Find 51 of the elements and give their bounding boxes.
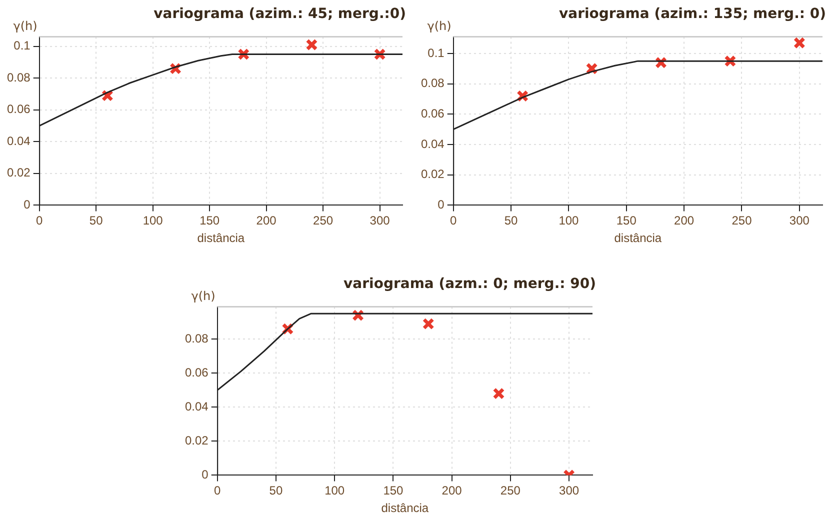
x-tick-label: 100: [324, 484, 345, 498]
chart-title: variograma (azim.: 135; merg.: 0): [559, 6, 826, 22]
y-tick-label: 0.06: [184, 365, 209, 380]
y-tick-label: 0.04: [420, 136, 445, 151]
x-tick-label: 150: [200, 214, 220, 228]
y-tick-label: 0.02: [184, 433, 209, 448]
x-tick-label: 50: [269, 484, 283, 498]
y-tick-label: 0.04: [184, 399, 209, 414]
y-tick-label: 0.08: [420, 76, 445, 90]
x-tick-label: 100: [558, 214, 580, 228]
x-tick-label: 0: [450, 214, 458, 228]
x-tick-label: 50: [504, 214, 518, 228]
x-tick-label: 300: [789, 214, 810, 228]
x-tick-label: 0: [214, 484, 222, 498]
y-tick-label: 0.1: [14, 38, 31, 53]
x-axis-title: distância: [614, 231, 662, 246]
y-tick-label: 0.04: [6, 134, 31, 148]
x-tick-label: 150: [616, 214, 637, 228]
y-tick-label: 0.1: [428, 46, 445, 60]
x-tick-label: 200: [442, 484, 462, 498]
y-tick-label: 0.02: [420, 167, 445, 182]
point: [101, 90, 114, 102]
chart-title: variograma (azim.: 45; merg.:0): [154, 6, 406, 22]
x-tick-label: 150: [383, 484, 404, 498]
x-tick-label: 100: [142, 214, 164, 228]
x-tick-label: 300: [370, 214, 390, 228]
y-tick-label: 0: [438, 198, 445, 212]
point: [422, 318, 434, 330]
x-tick-label: 300: [559, 484, 580, 498]
x-axis-title: distância: [381, 501, 429, 516]
y-tick-label: 0.06: [420, 106, 445, 120]
y-axis-title: γ(h): [191, 288, 216, 303]
point: [306, 38, 318, 51]
y-axis-title: γ(h): [427, 18, 452, 33]
x-tick-label: 250: [500, 484, 521, 498]
x-tick-label: 250: [313, 214, 334, 228]
point: [793, 36, 806, 49]
y-tick-label: 0.02: [6, 166, 31, 180]
y-axis-title: γ(h): [13, 18, 38, 33]
y-tick-label: 0.06: [6, 102, 31, 116]
y-tick-label: 0: [202, 468, 209, 482]
x-axis-title: distância: [197, 231, 245, 246]
x-tick-label: 250: [732, 214, 752, 228]
x-tick-label: 200: [674, 214, 694, 228]
x-tick-label: 200: [256, 214, 277, 228]
chart-title: variograma (azm.: 0; merg.: 90): [344, 276, 596, 292]
x-tick-label: 0: [36, 214, 44, 228]
y-tick-label: 0.08: [6, 70, 31, 84]
x-tick-label: 50: [89, 214, 104, 228]
y-tick-label: 0.08: [184, 331, 209, 346]
y-tick-label: 0: [24, 198, 31, 212]
